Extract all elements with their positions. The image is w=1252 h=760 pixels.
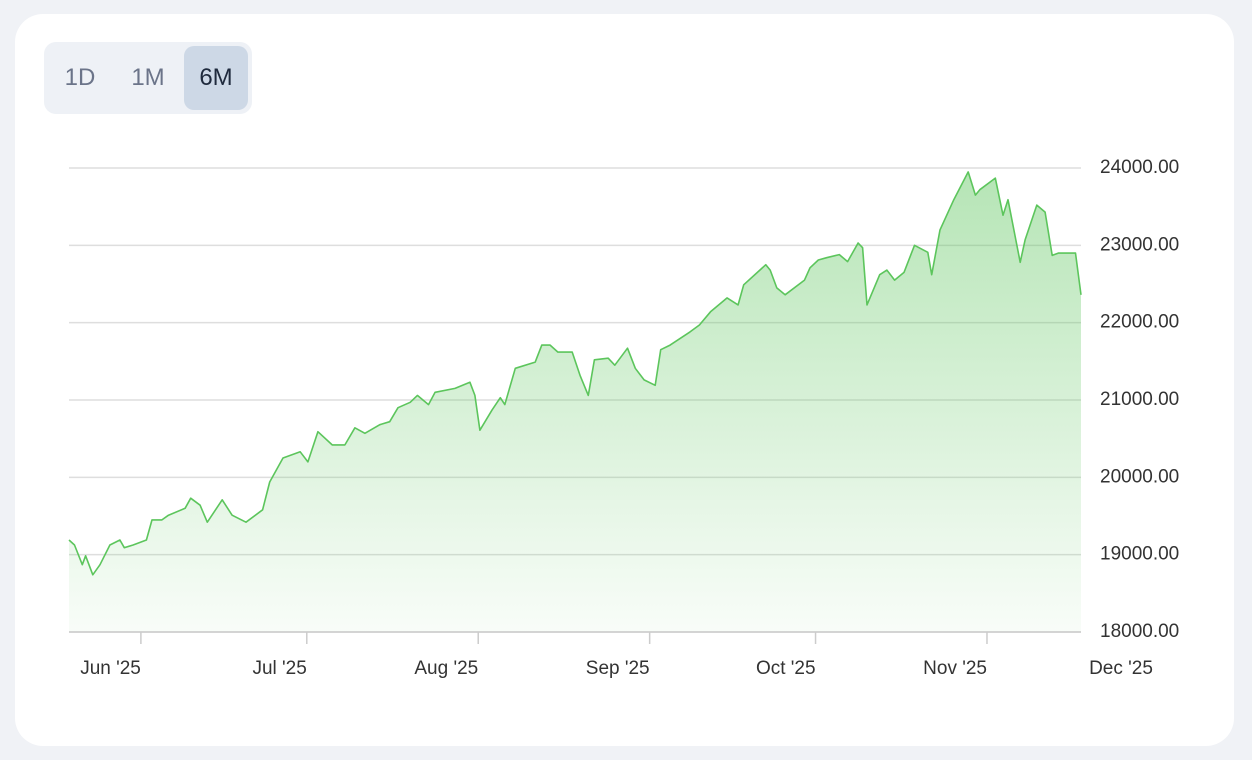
y-tick-label: 20000.00	[1100, 466, 1179, 487]
y-tick-label: 19000.00	[1100, 544, 1179, 565]
x-tick-label: Dec '25	[1089, 658, 1153, 679]
x-tick-label: Aug '25	[414, 658, 478, 679]
x-tick-label: Jul '25	[252, 658, 306, 679]
range-tabs: 1D 1M 6M	[44, 42, 252, 114]
x-tick-label: Nov '25	[923, 658, 987, 679]
range-tab[interactable]: 6M	[184, 46, 248, 110]
x-tick-label: Oct '25	[756, 658, 816, 679]
y-tick-label: 24000.00	[1100, 157, 1179, 178]
y-tick-label: 23000.00	[1100, 234, 1179, 255]
line	[68, 171, 1082, 576]
y-tick-label: 18000.00	[1100, 621, 1179, 642]
y-tick-label: 21000.00	[1100, 389, 1179, 410]
x-tick-label: Sep '25	[586, 658, 650, 679]
x-tick-label: Jun '25	[80, 658, 141, 679]
area-fill	[69, 171, 1081, 632]
range-tab[interactable]: 1D	[64, 64, 96, 91]
y-tick-label: 22000.00	[1100, 312, 1179, 333]
range-tab[interactable]: 1M	[131, 64, 165, 91]
